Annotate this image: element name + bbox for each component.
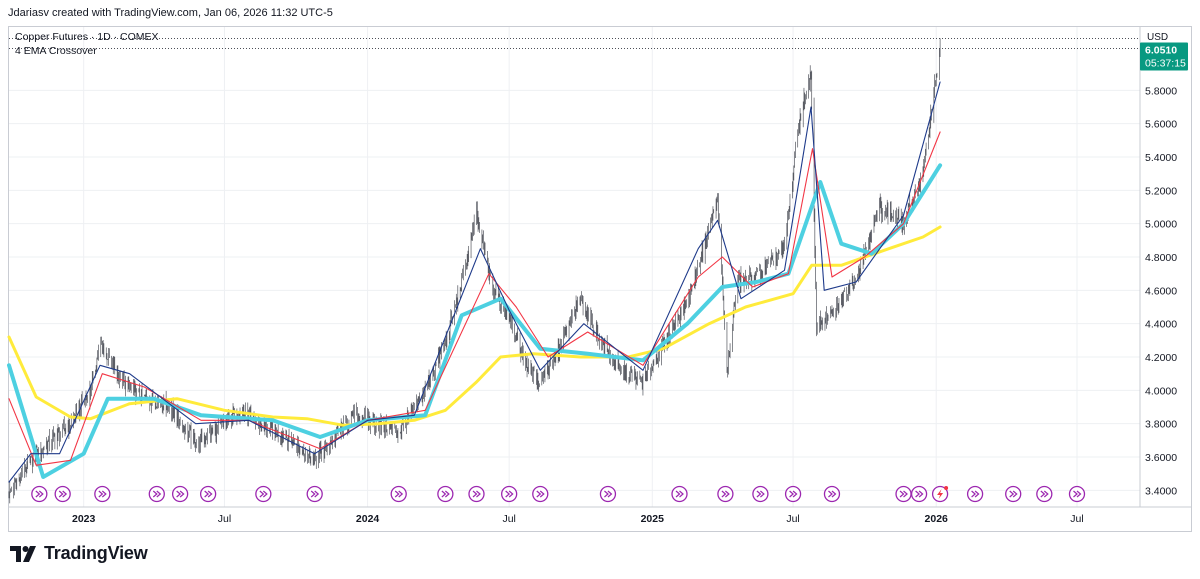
brand-name: TradingView: [44, 543, 148, 563]
arrow-glyph: [1040, 490, 1049, 498]
indicator-title[interactable]: 4 EMA Crossover: [15, 45, 97, 57]
event-arrow-icon[interactable]: [468, 485, 485, 503]
alert-dot: [944, 486, 949, 490]
arrow-glyph: [58, 490, 68, 498]
event-arrow-icon[interactable]: [306, 485, 323, 503]
y-tick-label: 3.8000: [1145, 419, 1177, 431]
arrow-glyph: [152, 490, 162, 498]
arrow-glyph: [394, 490, 404, 498]
arrow-glyph: [1073, 490, 1082, 498]
chart-frame: [8, 26, 1192, 532]
event-arrow-icon[interactable]: [31, 485, 48, 503]
event-arrow-icon[interactable]: [148, 485, 165, 503]
event-arrow-icon[interactable]: [966, 485, 984, 503]
event-icons: [31, 485, 1086, 503]
x-tick-label: 2024: [356, 513, 380, 525]
last-price-value: 6.0510: [1145, 45, 1177, 57]
x-tick-label: Jul: [502, 513, 515, 525]
event-arrow-icon[interactable]: [501, 485, 518, 503]
arrow-glyph: [756, 490, 765, 498]
arrow-glyph: [1009, 490, 1018, 498]
y-tick-label: 3.6000: [1145, 452, 1177, 464]
arrow-glyph: [35, 490, 44, 498]
arrow-glyph: [915, 490, 924, 498]
event-arrow-icon[interactable]: [910, 485, 928, 503]
event-arrow-icon[interactable]: [199, 485, 217, 503]
y-tick-label: 4.2000: [1145, 352, 1177, 364]
ema-fast-line: [8, 81, 941, 483]
arrow-glyph: [204, 490, 213, 498]
event-arrow-icon[interactable]: [94, 485, 111, 503]
y-tick-label: 5.0000: [1145, 219, 1177, 231]
event-arrow-icon[interactable]: [437, 485, 454, 503]
ema-layer: [7, 81, 943, 483]
currency-label: USD: [1147, 32, 1168, 43]
y-tick-label: 5.6000: [1145, 119, 1177, 131]
countdown-value: 05:37:15: [1145, 58, 1186, 70]
y-tick-label: 5.2000: [1145, 185, 1177, 197]
event-arrow-icon[interactable]: [671, 485, 688, 503]
lightning-icon[interactable]: [931, 485, 949, 503]
y-tick-label: 5.8000: [1145, 85, 1177, 97]
arrow-glyph: [604, 490, 613, 498]
event-arrow-icon[interactable]: [255, 485, 272, 503]
candles-layer: [8, 38, 941, 504]
arrow-glyph: [721, 490, 730, 498]
symbol-title[interactable]: Copper Futures · 1D · COMEX: [15, 31, 159, 43]
ema-slow-line: [7, 163, 943, 479]
event-arrow-icon[interactable]: [1005, 485, 1022, 503]
y-tick-label: 4.0000: [1145, 385, 1177, 397]
y-tick-label: 5.4000: [1145, 152, 1177, 164]
chart-credit: Jdariasv created with TradingView.com, J…: [8, 7, 333, 19]
event-arrow-icon[interactable]: [1068, 485, 1086, 503]
event-arrow-icon[interactable]: [390, 485, 407, 503]
arrow-glyph: [899, 490, 908, 498]
ema-mid-line: [8, 131, 941, 466]
x-tick-label: 2023: [72, 513, 96, 525]
arrow-glyph: [441, 490, 450, 498]
grid-lines: [9, 27, 1140, 507]
event-arrow-icon[interactable]: [717, 485, 734, 503]
arrow-glyph: [310, 490, 320, 498]
y-tick-label: 4.4000: [1145, 319, 1177, 331]
chart-legend: Copper Futures · 1D · COMEX 4 EMA Crosso…: [15, 30, 159, 58]
arrow-glyph: [472, 490, 481, 498]
event-arrow-icon[interactable]: [532, 485, 549, 503]
event-arrow-icon[interactable]: [784, 485, 802, 503]
x-tick-label: Jul: [1070, 513, 1083, 525]
event-arrow-icon[interactable]: [895, 485, 912, 503]
arrow-glyph: [259, 490, 268, 498]
arrow-glyph: [505, 490, 514, 498]
event-arrow-icon[interactable]: [54, 485, 71, 503]
arrow-glyph: [176, 490, 185, 498]
arrow-glyph: [675, 490, 684, 498]
x-tick-label: 2026: [925, 513, 949, 525]
lightning-glyph: [937, 489, 944, 499]
tradingview-brand[interactable]: TradingView: [10, 543, 148, 564]
tradingview-logo-icon: [10, 545, 36, 562]
event-arrow-icon[interactable]: [599, 485, 617, 503]
x-tick-label: 2025: [641, 513, 665, 525]
x-tick-label: Jul: [786, 513, 799, 525]
ema-long-line: [7, 225, 942, 427]
last-price-badge: [1140, 42, 1188, 71]
event-arrow-icon[interactable]: [171, 485, 189, 503]
event-arrow-icon[interactable]: [752, 485, 769, 503]
arrow-glyph: [789, 490, 798, 498]
y-tick-label: 4.6000: [1145, 285, 1177, 297]
arrow-glyph: [971, 490, 980, 498]
price-axis: 3.4000 3.6000 3.8000 4.0000 4.2000 4.4000 4.60…: [1139, 26, 1177, 507]
time-axis: 2023 Jul 2024 Jul 2025 Jul 2026 Jul: [8, 506, 1192, 525]
y-tick-label: 3.4000: [1145, 485, 1177, 497]
x-tick-label: Jul: [218, 513, 231, 525]
arrow-glyph: [98, 490, 107, 498]
y-tick-label: 4.8000: [1145, 252, 1177, 264]
event-arrow-icon[interactable]: [1036, 485, 1053, 503]
arrow-glyph: [536, 490, 545, 498]
event-arrow-icon[interactable]: [823, 485, 841, 503]
arrow-glyph: [828, 490, 837, 498]
